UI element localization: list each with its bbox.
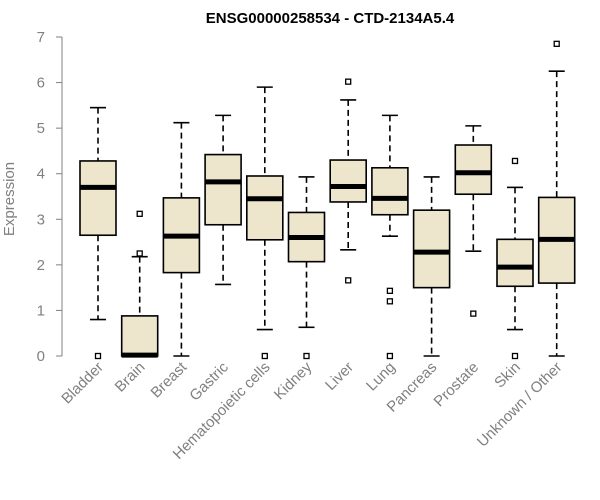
outlier-point	[345, 78, 352, 85]
box-lung	[371, 114, 409, 360]
box-bladder	[79, 106, 117, 360]
chart-title: ENSG00000258534 - CTD-2134A5.4	[206, 10, 455, 27]
outlier-point	[94, 352, 102, 360]
outlier-point	[511, 352, 519, 360]
y-tick-label: 0	[37, 348, 45, 365]
outlier-point	[553, 40, 560, 47]
outlier-point	[511, 157, 519, 165]
x-tick-label: Bladder	[58, 359, 107, 408]
outlier-point	[136, 250, 143, 257]
outlier-point	[261, 352, 268, 360]
x-tick-label: Prostate	[431, 359, 483, 411]
box-liver	[329, 78, 368, 284]
outlier-point	[303, 352, 310, 360]
iqr-box	[454, 144, 493, 196]
y-tick-label: 7	[37, 29, 45, 46]
iqr-box	[79, 160, 117, 237]
y-tick-label: 2	[37, 257, 45, 274]
box-kidney	[287, 176, 326, 360]
box-breast	[162, 121, 201, 357]
iqr-box	[371, 166, 409, 216]
x-tick-label: Brain	[112, 359, 149, 396]
x-tick-label: Liver	[322, 359, 357, 394]
x-tick-label: Kidney	[271, 358, 316, 403]
y-axis-ticks: 0 1 2 3 4 5 6 7	[37, 29, 62, 365]
outlier-point	[345, 277, 352, 284]
box-skin	[496, 157, 534, 360]
y-tick-label: 6	[37, 75, 45, 92]
outlier-point	[386, 287, 394, 294]
y-tick-label: 3	[37, 211, 45, 228]
x-tick-label: Skin	[491, 359, 524, 392]
box-hematopoietic-cells	[246, 86, 284, 360]
box-brain	[120, 210, 159, 358]
outlier-point	[470, 310, 477, 317]
iqr-box	[246, 175, 284, 241]
iqr-box	[412, 209, 451, 289]
iqr-box	[329, 159, 368, 203]
x-tick-label: Breast	[148, 358, 191, 401]
box-gastric	[204, 114, 242, 286]
boxes-group	[79, 40, 576, 360]
outlier-point	[136, 210, 143, 217]
y-axis-label: Expression	[1, 162, 18, 236]
y-tick-label: 5	[37, 120, 45, 137]
iqr-box	[204, 153, 242, 226]
box-pancreas	[412, 176, 451, 357]
iqr-box	[496, 238, 534, 288]
box-unknown-other	[537, 40, 576, 357]
iqr-box	[120, 315, 159, 357]
outlier-point	[386, 352, 394, 360]
box-prostate	[454, 125, 493, 317]
y-tick-label: 4	[37, 166, 45, 183]
outlier-point	[386, 298, 394, 305]
y-tick-label: 1	[37, 302, 45, 319]
x-tick-label: Lung	[363, 359, 399, 395]
